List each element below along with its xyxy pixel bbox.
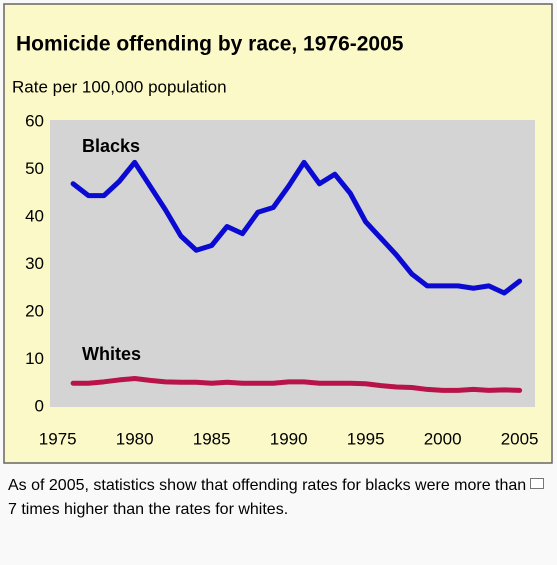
x-tick-label: 2000 [424, 429, 462, 448]
y-tick-label: 10 [25, 349, 44, 368]
chart-subtitle: Rate per 100,000 population [12, 77, 227, 96]
chart-title: Homicide offending by race, 1976-2005 [16, 33, 404, 56]
y-tick-label: 20 [25, 301, 44, 320]
line-series [70, 376, 523, 393]
y-tick-label: 40 [25, 206, 44, 225]
y-tick-label: 0 [35, 396, 44, 415]
enlarge-icon[interactable] [530, 478, 544, 489]
chart: Homicide offending by race, 1976-2005 Ra… [3, 3, 553, 464]
x-tick-label: 1985 [193, 429, 231, 448]
line-series [70, 159, 523, 296]
x-tick-label: 1995 [347, 429, 385, 448]
x-tick-label: 1980 [116, 429, 154, 448]
x-tick-label: 2005 [501, 429, 539, 448]
y-tick-label: 60 [25, 111, 44, 130]
plot-area [50, 120, 535, 407]
x-tick-label: 1975 [39, 429, 77, 448]
caption: As of 2005, statistics show that offendi… [8, 477, 527, 518]
y-tick-label: 30 [25, 254, 44, 273]
x-tick-label: 1990 [270, 429, 308, 448]
y-tick-label: 50 [25, 159, 44, 178]
series-label: Blacks [82, 136, 140, 156]
series-label: Whites [82, 344, 141, 364]
